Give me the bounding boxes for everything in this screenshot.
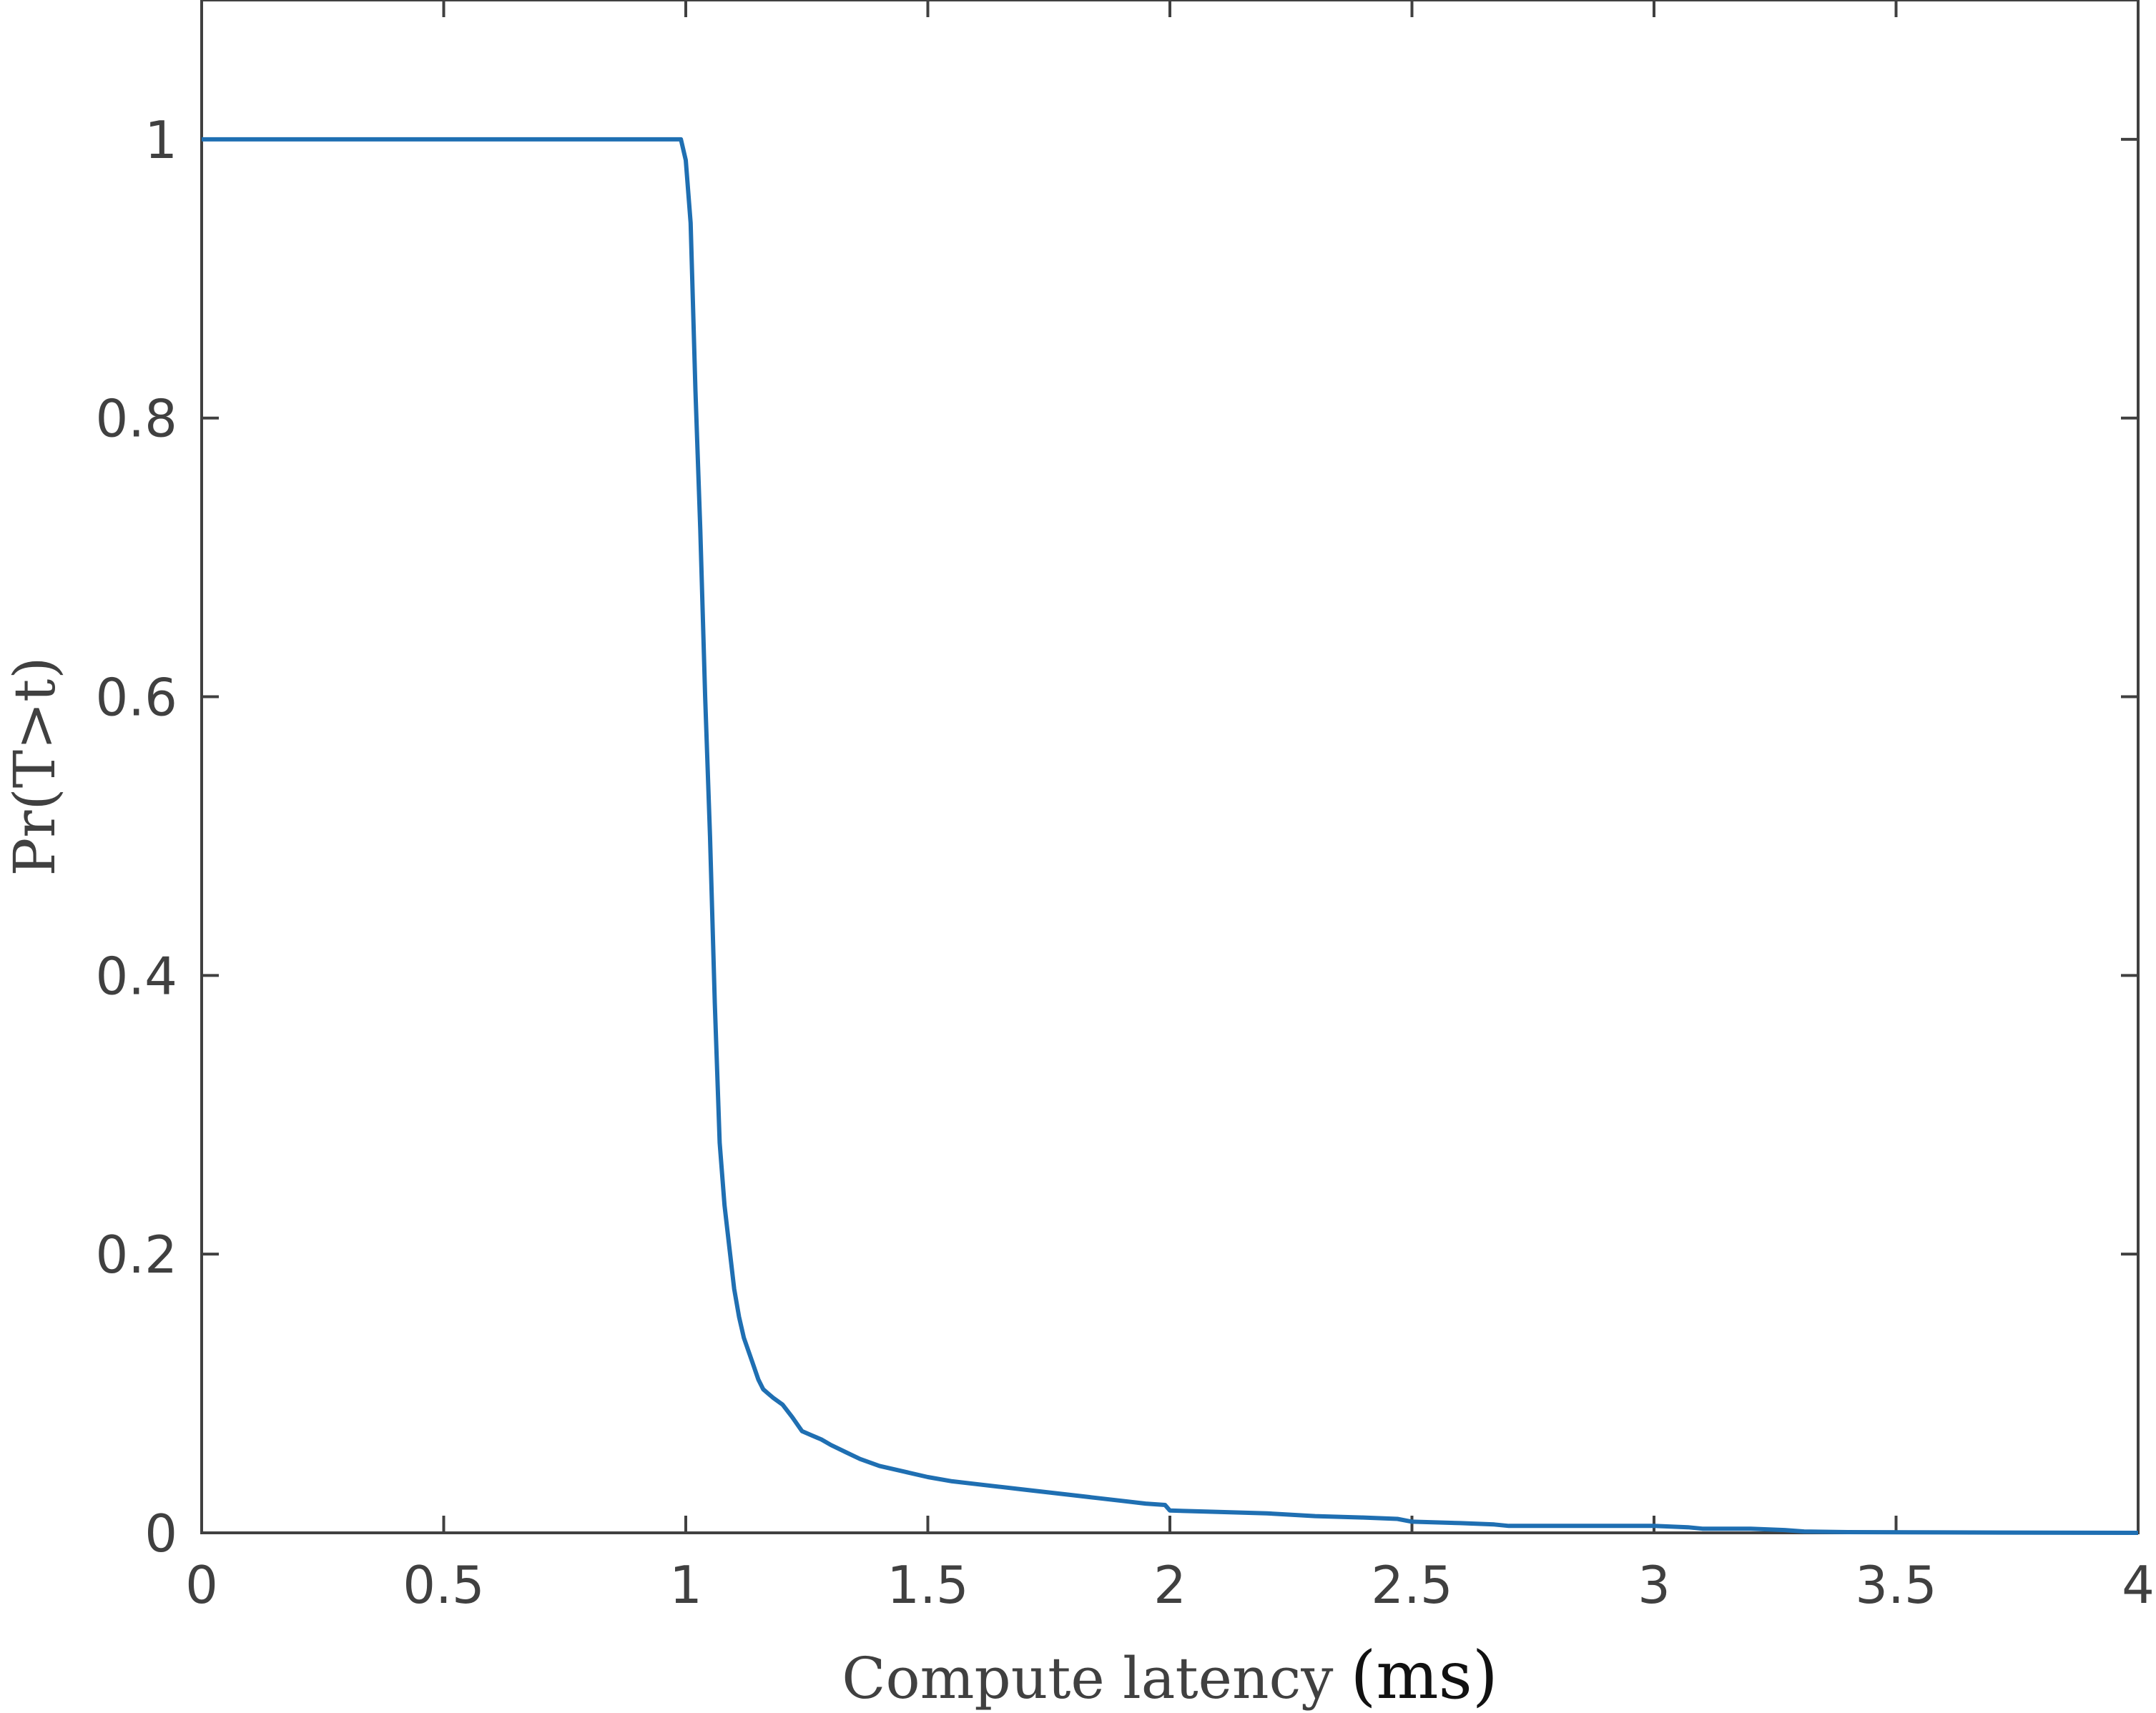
y-tick-label: 1 — [144, 110, 177, 170]
x-tick-label: 0 — [185, 1555, 218, 1615]
y-tick-label: 0.8 — [95, 389, 177, 449]
y-axis-tick-labels: 0 0.2 0.4 0.6 0.8 1 — [95, 110, 177, 1564]
x-axis-ticks — [200, 0, 2140, 1533]
x-tick-label: 2.5 — [1371, 1555, 1453, 1615]
x-axis-unit: (ms) — [1350, 1637, 1497, 1713]
x-axis-label: Compute latency — [842, 1645, 1333, 1712]
series-line-survival — [202, 137, 2139, 1535]
x-tick-label: 3.5 — [1855, 1555, 1937, 1615]
x-tick-label: 3 — [1638, 1555, 1670, 1615]
y-tick-label: 0.6 — [95, 668, 177, 728]
y-tick-label: 0 — [144, 1504, 177, 1564]
x-axis-title: Compute latency (ms) — [842, 1637, 1497, 1713]
x-tick-label: 1 — [669, 1555, 702, 1615]
x-tick-label: 0.5 — [403, 1555, 485, 1615]
y-tick-label: 0.2 — [95, 1225, 177, 1285]
x-axis-tick-labels: 0 0.5 1 1.5 2 2.5 3 3.5 4 — [185, 1555, 2155, 1615]
y-tick-label: 0.4 — [95, 946, 177, 1006]
y-axis-label: Pr(T>t) — [1, 656, 68, 876]
x-tick-label: 4 — [2122, 1555, 2155, 1615]
x-tick-label: 2 — [1153, 1555, 1186, 1615]
plot-frame — [200, 0, 2140, 1534]
y-axis-ticks — [202, 137, 2138, 1534]
x-tick-label: 1.5 — [887, 1555, 969, 1615]
